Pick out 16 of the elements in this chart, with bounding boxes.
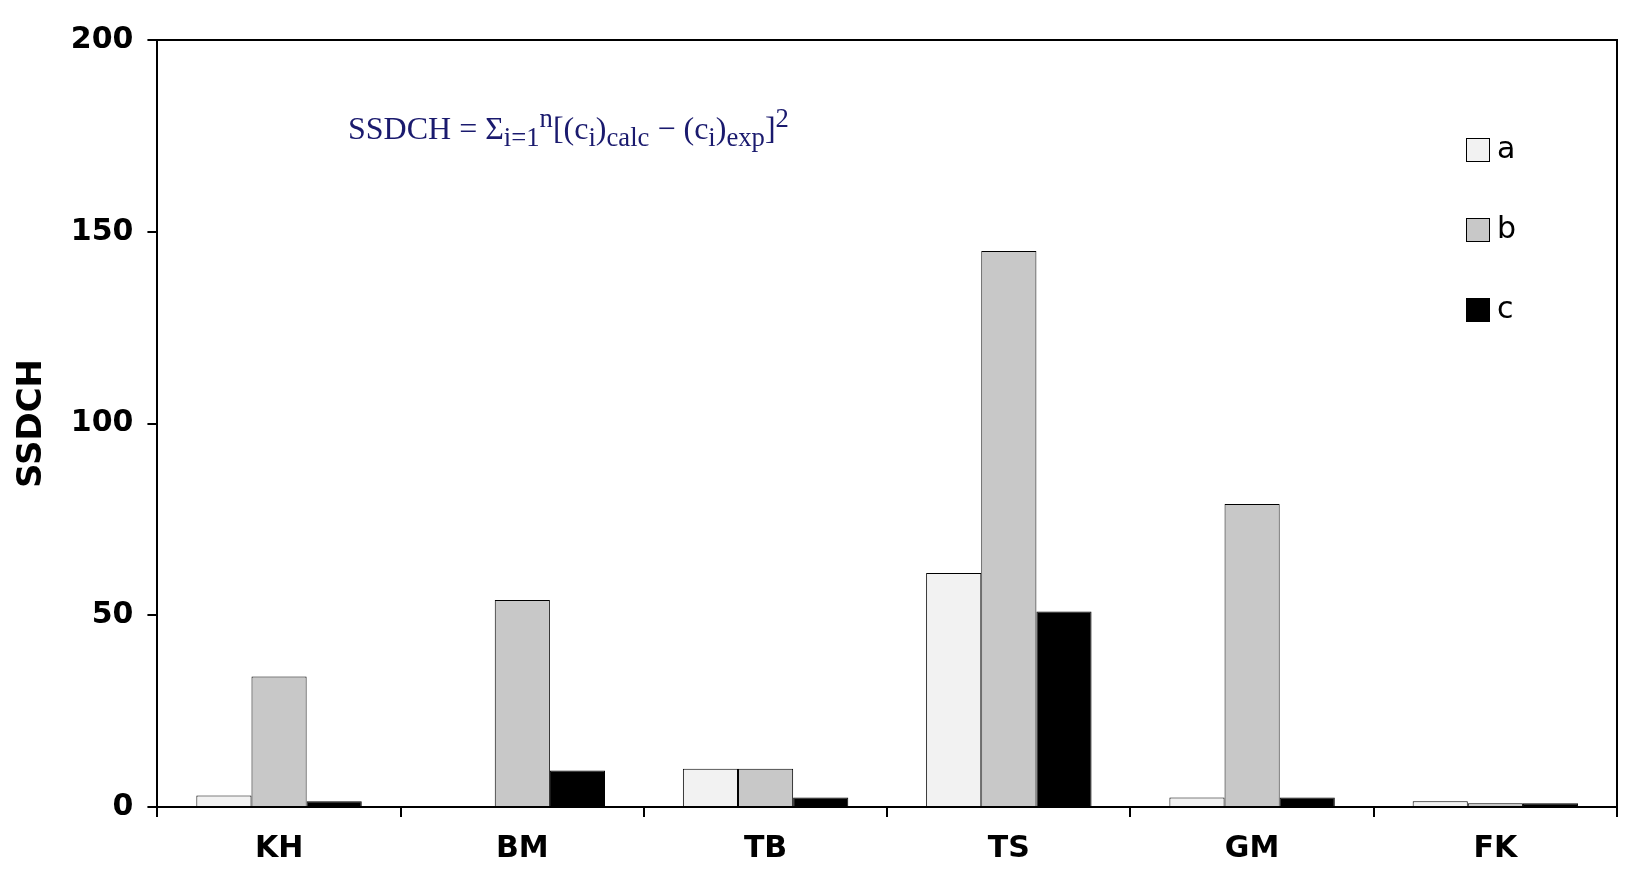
x-tick-label: FK <box>1473 828 1519 864</box>
y-axis-title: SSDCH <box>9 358 50 489</box>
x-tick-label: BM <box>495 828 549 864</box>
y-tick-label: 200 <box>70 19 134 55</box>
x-tick-label: GM <box>1224 828 1280 864</box>
x-tick-label: TS <box>987 828 1030 864</box>
x-tick-label: TB <box>743 828 788 864</box>
y-tick-label: 0 <box>112 786 134 822</box>
y-tick-label: 150 <box>70 211 134 247</box>
text: SSDCH = Σ$_{i=1}$$^{n}$[(c$_{i}$)$_{calc}$ − (c$_{i}$)$_{exp}$]$^{2}$ <box>348 103 789 153</box>
legend-label: a <box>1497 129 1516 165</box>
y-tick-label: 100 <box>70 403 134 439</box>
y-tick-label: 50 <box>91 595 134 631</box>
legend-label: c <box>1497 289 1514 325</box>
legend-label: b <box>1497 209 1517 245</box>
x-tick-label: KH <box>254 828 304 864</box>
